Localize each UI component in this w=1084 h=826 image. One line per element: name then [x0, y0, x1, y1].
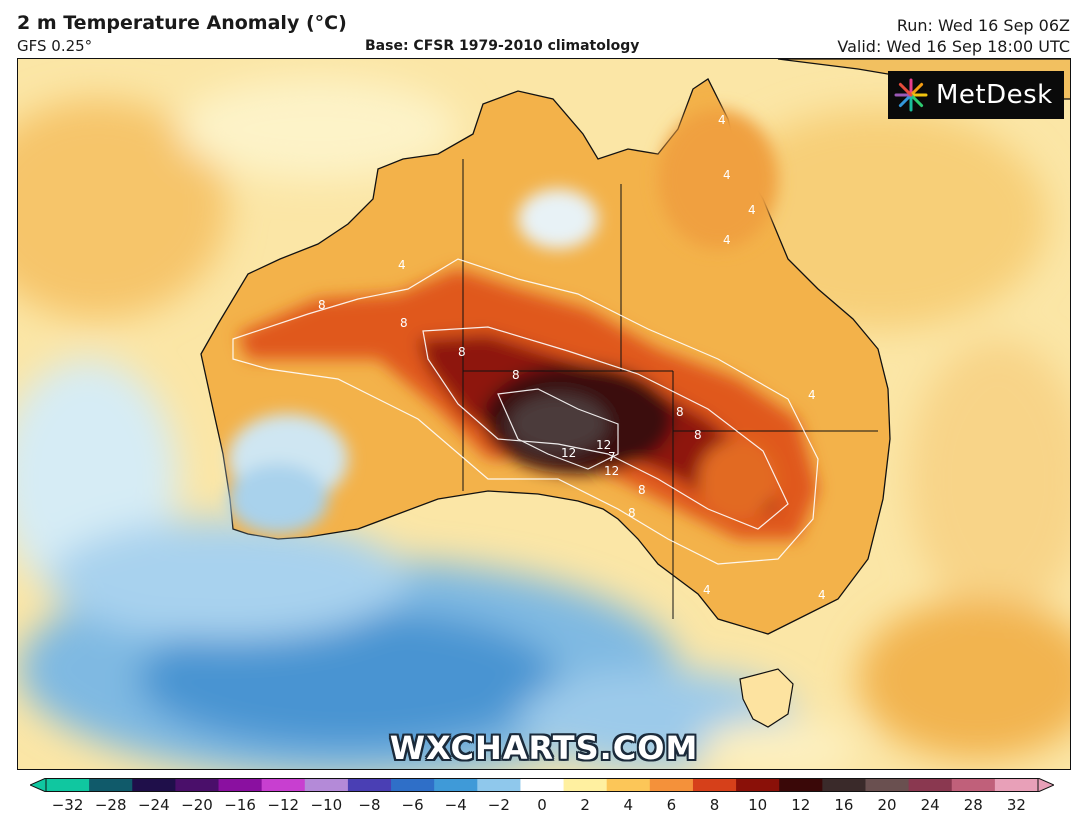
colorbar-segment: [994, 778, 1039, 792]
colorbar-segment: [606, 778, 651, 792]
colorbar-tick-label: 16: [834, 796, 854, 814]
colorbar-segment: [347, 778, 392, 792]
model-label: GFS 0.25°: [17, 37, 93, 55]
anomaly-map-canvas: 4 4 4 4 4 4 4 4 8 8 8 8 8 8 8 8 12 12 12…: [18, 59, 1070, 769]
contour-label: 12: [604, 464, 619, 478]
contour-label: 4: [808, 388, 816, 402]
watermark: WXCHARTS.COM: [389, 729, 699, 767]
sunburst-logo-icon: [894, 78, 928, 112]
colorbar-tick-label: −32: [51, 796, 84, 814]
colorbar-segment: [736, 778, 780, 792]
colorbar-segment: [261, 778, 306, 792]
colorbar-tick-label: 2: [580, 796, 590, 814]
anomaly-field: [18, 79, 1070, 769]
colorbar-right-arrow: [1037, 778, 1054, 792]
contour-label: 12: [561, 446, 576, 460]
contour-label: 4: [703, 583, 711, 597]
contour-label: 8: [628, 506, 636, 520]
colorbar-tick-label: 0: [537, 796, 547, 814]
valid-time-label: Valid: Wed 16 Sep 18:00 UTC: [837, 37, 1070, 56]
colorbar-segment: [218, 778, 263, 792]
colorbar-tick-label: −2: [487, 796, 510, 814]
colorbar-segment: [391, 778, 435, 792]
colorbar-segment: [951, 778, 996, 792]
colorbar-segment: [563, 778, 608, 792]
colorbar-tick-label: −4: [444, 796, 467, 814]
colorbar-segment: [304, 778, 349, 792]
colorbar-segment: [908, 778, 953, 792]
colorbar-segment: [434, 778, 478, 792]
contour-label: 4: [723, 168, 731, 182]
colorbar-tick-label: 6: [666, 796, 677, 814]
colorbar-segment: [520, 778, 565, 792]
colorbar-segment: [477, 778, 521, 792]
colorbar-tick-label: 10: [748, 796, 768, 814]
colorbar-segment: [649, 778, 694, 792]
map-title: 2 m Temperature Anomaly (°C): [17, 12, 347, 34]
anomaly-map: 4 4 4 4 4 4 4 4 8 8 8 8 8 8 8 8 12 12 12…: [17, 58, 1071, 770]
contour-label: 7: [608, 450, 616, 464]
contour-label: 12: [596, 438, 611, 452]
colorbar-tick-label: 28: [963, 796, 983, 814]
contour-label: 8: [458, 345, 466, 359]
colorbar: [30, 778, 1054, 792]
colorbar-segment: [865, 778, 910, 792]
tasmania: [739, 668, 794, 728]
colorbar-tick-label: −12: [267, 796, 300, 814]
colorbar-border: [45, 778, 1039, 792]
contour-label: 8: [676, 405, 684, 419]
colorbar-tick-label: 8: [709, 796, 720, 814]
metdesk-logo: MetDesk: [888, 71, 1064, 119]
colorbar-tick-label: 32: [1006, 796, 1026, 814]
contour-label: 8: [400, 316, 408, 330]
contour-label: 4: [718, 113, 726, 127]
colorbar-segment: [692, 778, 737, 792]
colorbar-tick-label: −10: [310, 796, 343, 814]
colorbar-tick-label: 4: [623, 796, 634, 814]
colorbar-tick-label: 24: [920, 796, 940, 814]
climatology-base-label: Base: CFSR 1979-2010 climatology: [365, 38, 640, 54]
colorbar-segment: [89, 778, 133, 792]
colorbar-tick-label: −24: [137, 796, 170, 814]
colorbar-segment: [175, 778, 220, 792]
contour-label: 4: [748, 203, 756, 217]
contour-label: 8: [318, 298, 326, 312]
colorbar-tick-label: −8: [358, 796, 381, 814]
run-time-label: Run: Wed 16 Sep 06Z: [896, 16, 1070, 35]
colorbar-segment: [822, 778, 866, 792]
colorbar-tick-label: −6: [401, 796, 424, 814]
colorbar-tick-label: 20: [877, 796, 897, 814]
contour-label: 8: [512, 368, 520, 382]
colorbar-tick-label: −28: [94, 796, 127, 814]
colorbar-segment: [132, 778, 176, 792]
colorbar-segment: [46, 778, 90, 792]
contour-label: 4: [723, 233, 731, 247]
colorbar-tick-label: −20: [181, 796, 213, 814]
contour-label: 4: [818, 588, 826, 602]
colorbar-segment: [779, 778, 823, 792]
colorbar-tick-label: 12: [791, 796, 811, 814]
contour-label: 8: [694, 428, 702, 442]
state-borders: [462, 159, 878, 619]
logo-text: MetDesk: [936, 80, 1053, 110]
contour-lines: [232, 258, 819, 565]
colorbar-left-arrow: [30, 778, 47, 792]
contour-label: 4: [398, 258, 406, 272]
contour-label: 8: [638, 483, 646, 497]
colorbar-tick-label: −16: [224, 796, 256, 814]
colorbar-ticks: −32 −28 −24 −20 −16 −12 −10 −8 −6 −4 −2 0 2 4 6 8 10 12 16…: [0, 796, 1084, 820]
